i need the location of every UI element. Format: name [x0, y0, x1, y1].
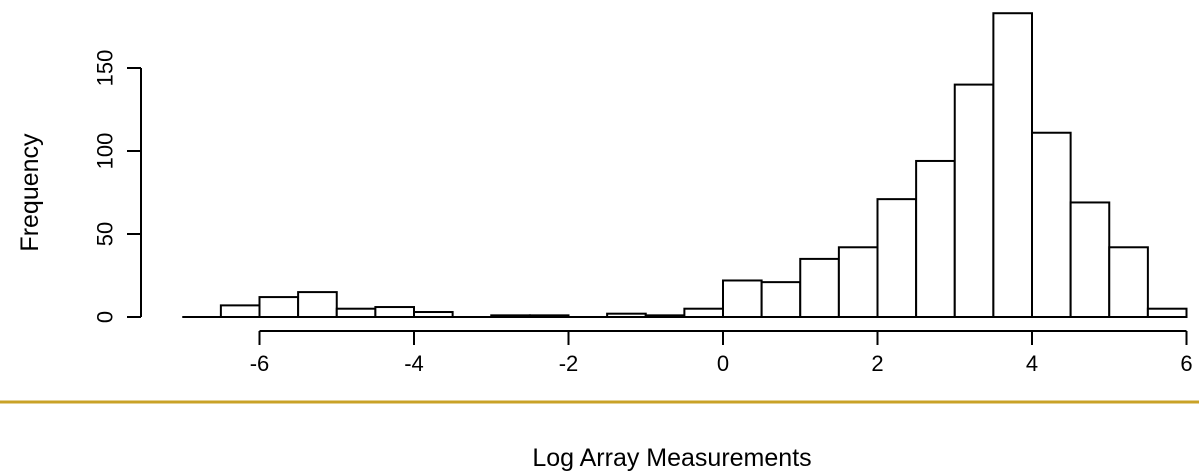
x-tick-label: 6 — [1180, 351, 1192, 376]
histogram-bar — [992, 12, 1033, 318]
histogram-bar — [837, 246, 879, 318]
y-ticks: 0 50 100 150 — [93, 50, 141, 323]
y-axis-label: Frequency — [16, 133, 44, 252]
histogram-bar — [683, 307, 724, 319]
y-tick-label: 50 — [93, 222, 118, 246]
histogram-bar — [258, 296, 300, 318]
x-axis-label: Log Array Measurements — [532, 444, 811, 472]
x-tick-label: 2 — [871, 351, 883, 376]
histogram-bar — [915, 159, 956, 318]
x-tick-label: -2 — [559, 351, 579, 376]
x-tick-label: 0 — [717, 351, 729, 376]
x-ticks: -6 -4 -2 0 2 4 6 — [250, 331, 1193, 376]
histogram-bar — [1069, 201, 1111, 319]
y-tick-label: 0 — [93, 311, 118, 323]
y-tick-label: 150 — [93, 50, 118, 87]
histogram-bar — [335, 307, 377, 319]
histogram-bar — [297, 291, 338, 319]
y-tick-label: 100 — [93, 133, 118, 170]
x-tick-label: -6 — [250, 351, 270, 376]
histogram-bar — [1031, 131, 1072, 318]
histogram-bar — [760, 281, 802, 319]
histogram-bar — [219, 304, 261, 319]
histogram-bar — [953, 83, 995, 318]
x-tick-label: 4 — [1026, 351, 1038, 376]
histogram-bar — [799, 257, 840, 318]
bars-group — [219, 12, 1188, 319]
x-tick-label: -4 — [404, 351, 424, 376]
y-axis: 0 50 100 150 — [93, 50, 142, 323]
histogram-bar — [374, 306, 415, 319]
histogram-bar — [1146, 307, 1188, 319]
x-axis: -6 -4 -2 0 2 4 6 — [250, 330, 1193, 376]
histogram-bar — [1108, 246, 1149, 318]
histogram-bar — [722, 279, 763, 319]
histogram-bar — [876, 198, 918, 318]
